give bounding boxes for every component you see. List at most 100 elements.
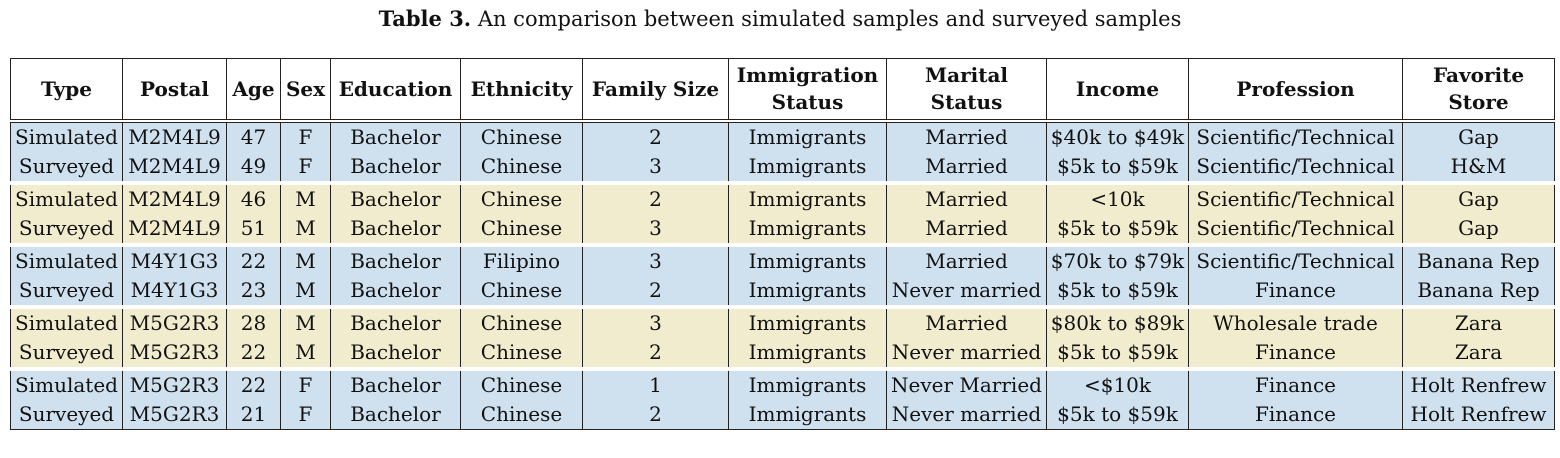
table-cell: Bachelor [330,338,461,370]
table-cell: F [280,152,331,184]
column-header: Favorite Store [1402,58,1555,123]
table-cell: Zara [1402,338,1555,370]
table-cell: Chinese [460,338,583,370]
table-cell: Immigrants [728,276,887,308]
table-cell: M4Y1G3 [122,243,227,276]
column-header-label: Income [1075,76,1160,101]
table-cell: Bachelor [330,181,461,214]
table-cell: Gap [1402,214,1555,246]
column-header-label: Ethnicity [470,76,573,101]
table-cell: Bachelor [330,400,461,430]
table-cell: Bachelor [330,276,461,308]
table-cell: 2 [582,276,729,308]
table-cell: Bachelor [330,119,461,152]
table-cell: M [280,243,331,276]
table-cell: 1 [582,367,729,400]
table-cell: M4Y1G3 [122,276,227,308]
table-cell: 47 [226,119,281,152]
table-caption: Table 3. An comparison between simulated… [0,6,1560,31]
table-cell: 2 [582,119,729,152]
table-row: Surveyed M2M4L9 51 M Bachelor Chinese 3 Immigra… [10,214,1555,246]
column-header-label: Profession [1236,76,1355,101]
table-cell: Never married [886,276,1047,308]
table-cell: $5k to $59k [1046,152,1189,184]
column-header-label: Marital [924,63,1009,87]
table-row: Simulated M2M4L9 46 M Bachelor Chinese 2 Immigr… [10,181,1555,214]
table-cell: 49 [226,152,281,184]
column-header: Profession [1188,58,1403,123]
table-cell: 2 [582,400,729,430]
column-header: Ethnicity [460,58,583,123]
table-cell: 22 [226,338,281,370]
table-cell: $5k to $59k [1046,338,1189,370]
table-cell: Chinese [460,305,583,338]
table-cell: Surveyed [10,400,123,430]
column-header: Immigration Status [728,58,887,123]
table-cell: Finance [1188,338,1403,370]
table-cell: M5G2R3 [122,305,227,338]
column-header: Income [1046,58,1189,123]
table-cell: Surveyed [10,214,123,246]
table-cell: Immigrants [728,181,887,214]
table-cell: Gap [1402,119,1555,152]
table-cell: Chinese [460,181,583,214]
caption-label: Table 3. [378,6,472,31]
table-cell: 3 [582,214,729,246]
table-cell: 28 [226,305,281,338]
table-cell: Finance [1188,276,1403,308]
table-cell: Chinese [460,276,583,308]
table-cell: F [280,367,331,400]
table-cell: Scientific/Technical [1188,181,1403,214]
table-cell: Never married [886,400,1047,430]
table-cell: $5k to $59k [1046,400,1189,430]
column-header-label: Type [40,76,92,101]
table-cell: M [280,305,331,338]
table-cell: Finance [1188,400,1403,430]
table-cell: Married [886,181,1047,214]
table-cell: Banana Rep [1402,243,1555,276]
table-cell: $5k to $59k [1046,276,1189,308]
table-cell: Immigrants [728,119,887,152]
table-row: Simulated M5G2R3 28 M Bachelor Chinese 3 Immigr… [10,305,1555,338]
table-cell: Surveyed [10,152,123,184]
table-row: Surveyed M2M4L9 49 F Bachelor Chinese 3 Immigra… [10,152,1555,184]
table-cell: M2M4L9 [122,181,227,214]
table-cell: Simulated [10,119,123,152]
table-cell: Immigrants [728,338,887,370]
table-body: Simulated M2M4L9 47 F Bachelor Chinese 2 Immigr… [10,119,1555,430]
table-cell: <$10k [1046,367,1189,400]
column-header-label: Education [338,76,453,101]
table-cell: Zara [1402,305,1555,338]
table-cell: H&M [1402,152,1555,184]
column-header: Marital Status [886,58,1047,123]
table-cell: Wholesale trade [1188,305,1403,338]
table-cell: Bachelor [330,243,461,276]
table-cell: $40k to $49k [1046,119,1189,152]
table-cell: Immigrants [728,367,887,400]
comparison-table: Type Postal Age Sex Education Ethnicity Family… [10,58,1555,430]
column-header-label: Age [232,76,275,101]
table-cell: Immigrants [728,305,887,338]
table-cell: Chinese [460,119,583,152]
table-cell: M [280,338,331,370]
table-cell: Simulated [10,305,123,338]
column-header: Type [10,58,123,123]
table-cell: $80k to $89k [1046,305,1189,338]
table-cell: M2M4L9 [122,119,227,152]
table-cell: M5G2R3 [122,338,227,370]
table-cell: 3 [582,305,729,338]
table-cell: $70k to $79k [1046,243,1189,276]
column-header: Family Size [582,58,729,123]
table-cell: Married [886,214,1047,246]
column-header-sublabel: Status [771,90,844,114]
table-row: Simulated M2M4L9 47 F Bachelor Chinese 2 Immigr… [10,119,1555,152]
table-cell: 23 [226,276,281,308]
table-cell: Bachelor [330,367,461,400]
table-cell: 2 [582,338,729,370]
table-cell: Holt Renfrew [1402,400,1555,430]
column-header-label: Family Size [591,76,720,101]
table-cell: Simulated [10,181,123,214]
table-cell: Holt Renfrew [1402,367,1555,400]
table-cell: Surveyed [10,276,123,308]
table-cell: M2M4L9 [122,214,227,246]
